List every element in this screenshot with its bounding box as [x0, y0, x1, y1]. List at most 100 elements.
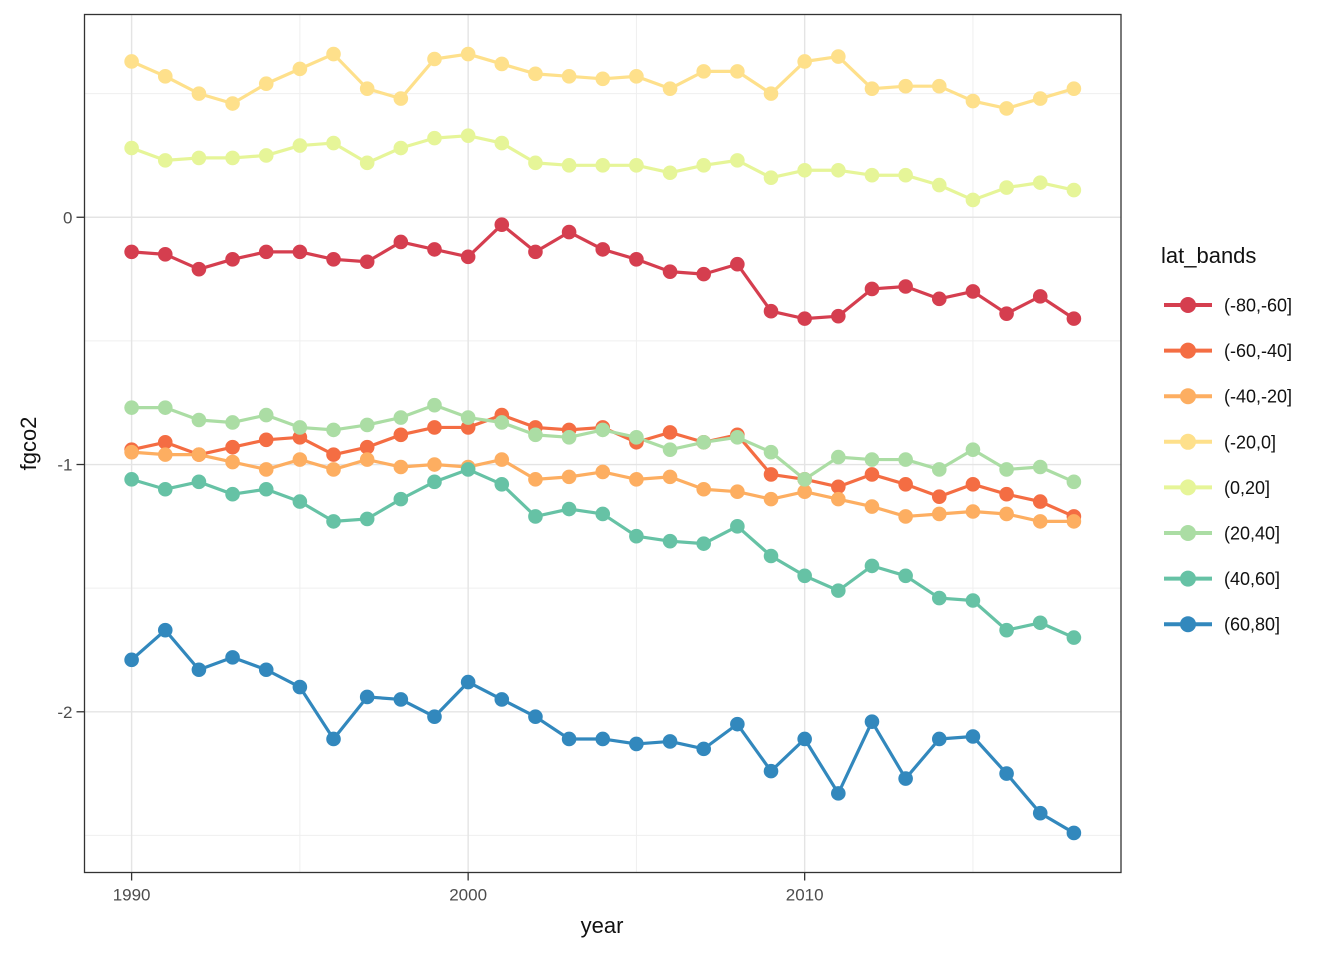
data-point [629, 736, 644, 752]
data-point [427, 457, 442, 472]
data-point [730, 430, 745, 445]
data-point [1032, 289, 1048, 304]
data-point [157, 69, 173, 84]
data-point [965, 284, 981, 299]
series-points-(-80,-60] [124, 217, 1082, 326]
data-point [1032, 459, 1048, 475]
data-point [763, 303, 779, 319]
data-point [157, 447, 173, 462]
data-point [629, 528, 644, 544]
legend-key-point [1180, 388, 1196, 405]
data-point [359, 417, 375, 433]
data-point [494, 56, 510, 72]
data-point [662, 165, 678, 181]
data-point [359, 452, 375, 467]
data-point [931, 462, 947, 477]
legend: lat_bands (-80,-60] (-60,-40] (-40,-20] (-2… [1161, 243, 1292, 635]
x-tick-label: 2010 [786, 886, 824, 905]
data-point [864, 714, 880, 729]
data-point [696, 434, 712, 450]
data-point [225, 96, 240, 111]
data-point [528, 155, 543, 171]
data-point [191, 412, 207, 428]
data-point [797, 731, 812, 747]
data-point [662, 264, 678, 279]
y-tick-label: -2 [57, 703, 72, 722]
data-point [460, 410, 476, 425]
data-point [696, 158, 712, 173]
data-point [696, 481, 712, 497]
data-point [157, 247, 173, 262]
data-point [1032, 514, 1048, 529]
series-line-(-80,-60] [131, 223, 1075, 321]
legend-key-point [1180, 616, 1196, 633]
data-point [393, 140, 409, 156]
data-point [258, 76, 274, 92]
data-point [427, 709, 442, 725]
legend-item-label: (-60,-40] [1224, 341, 1292, 361]
data-point [730, 153, 745, 168]
data-point [898, 568, 913, 584]
data-point [763, 548, 779, 564]
data-point [157, 434, 173, 450]
data-point [191, 474, 207, 490]
data-point [1032, 615, 1048, 631]
data-point [1066, 514, 1082, 529]
y-axis-title: fgco2 [16, 417, 41, 471]
data-point [124, 472, 139, 487]
data-point [124, 652, 139, 668]
legend-key-point [1180, 297, 1196, 313]
data-point [494, 692, 510, 707]
data-point [931, 78, 947, 94]
data-point [763, 491, 779, 507]
x-tick-label: 2000 [449, 886, 487, 905]
series-points-(40,60] [124, 462, 1082, 645]
data-point [898, 452, 913, 467]
data-point [831, 49, 846, 64]
data-point [427, 242, 442, 257]
legend-item: (-60,-40] [1164, 341, 1292, 361]
data-point [393, 692, 409, 707]
series-line-(60,80] [130, 628, 1075, 835]
data-point [999, 766, 1014, 781]
data-point [494, 415, 510, 430]
data-point [225, 150, 240, 166]
data-point [797, 311, 812, 326]
legend-item-label: (0,20] [1224, 478, 1270, 498]
data-point [931, 291, 947, 307]
data-point [191, 86, 207, 101]
data-point [662, 533, 678, 549]
data-point [931, 590, 947, 606]
data-point [595, 242, 611, 257]
data-point [999, 462, 1014, 477]
legend-item: (60,80] [1164, 615, 1280, 635]
data-point [696, 536, 712, 551]
data-point [864, 167, 880, 183]
data-point [258, 432, 274, 448]
data-point [258, 481, 274, 497]
data-point [730, 484, 745, 500]
data-point [393, 427, 409, 443]
data-point [359, 689, 375, 705]
data-point [494, 217, 510, 232]
data-point [494, 135, 510, 151]
data-point [1032, 805, 1048, 821]
data-point [258, 148, 274, 163]
data-point [460, 674, 476, 690]
data-point [763, 763, 779, 779]
data-point [326, 46, 341, 62]
data-point [763, 86, 779, 101]
data-point [898, 279, 913, 294]
data-point [797, 54, 812, 69]
data-point [965, 504, 981, 519]
data-point [393, 234, 409, 250]
legend-item: (40,60] [1164, 569, 1280, 589]
data-point [595, 71, 611, 87]
data-point [359, 254, 375, 270]
data-point [763, 467, 779, 482]
data-point [528, 427, 543, 443]
data-point [561, 731, 577, 747]
data-point [326, 422, 341, 438]
data-point [528, 509, 543, 524]
